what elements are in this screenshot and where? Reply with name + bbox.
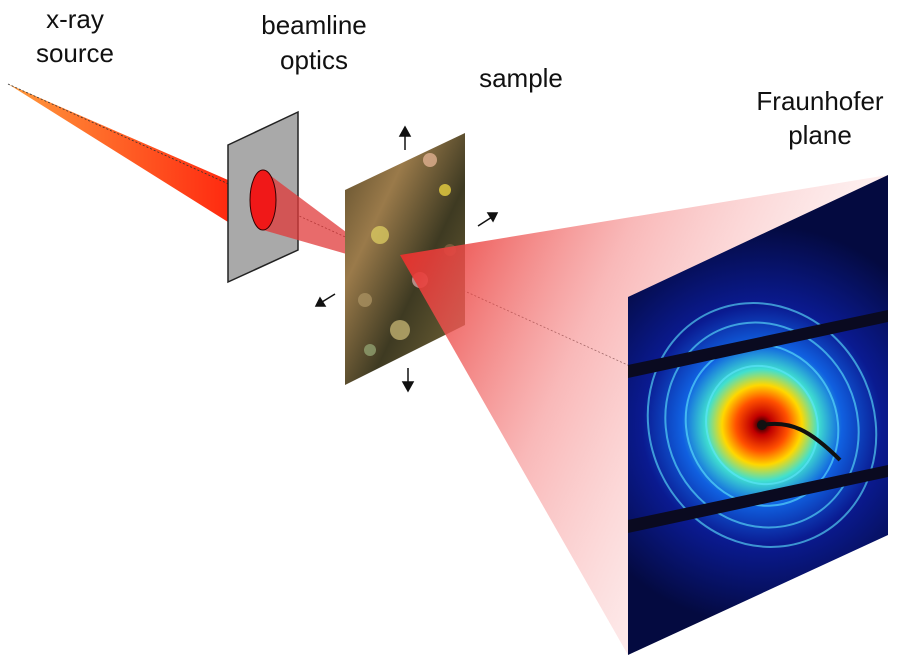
label: plane [788,120,852,150]
label: x-ray [46,4,104,34]
label: source [36,38,114,68]
diagram: x-ray source beamline optics sample Frau… [0,0,902,658]
label: sample [479,63,563,93]
label: optics [280,45,348,75]
aperture [250,170,276,230]
label: beamline [261,10,367,40]
source-beam [8,84,228,222]
label: Fraunhofer [756,86,884,116]
labels: x-ray source beamline optics sample Frau… [36,4,884,150]
page: {"labels": [ {"lines": ["x-ray", "source… [0,0,902,658]
